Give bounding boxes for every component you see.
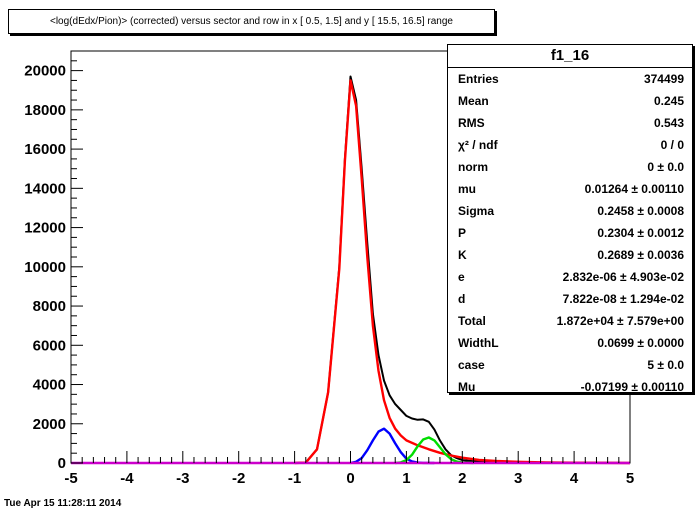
stats-row: χ² / ndf 0 / 0 <box>448 134 692 156</box>
x-tick-label: -2 <box>232 470 245 487</box>
stats-box: f1_16 Entries 374499 Mean 0.245 RMS 0.543 χ… <box>447 44 693 394</box>
stats-value: 2.832e-06 ± 4.903e-02 <box>562 270 684 284</box>
y-tick-label: 16000 <box>24 141 66 158</box>
stats-value: 0 / 0 <box>660 138 684 152</box>
stats-row: Mu -0.07199 ± 0.00110 <box>448 376 692 398</box>
stats-label: e <box>458 270 465 284</box>
stats-row: e 2.832e-06 ± 4.903e-02 <box>448 266 692 288</box>
axis-layer: -5 -4 -3 -2 -1 0 1 2 3 4 5 0 2000 4000 6000 8000 10000 12… <box>24 50 634 487</box>
stats-label: Mean <box>458 94 489 108</box>
stats-label: mu <box>458 182 476 196</box>
y-tick-label: 8000 <box>33 298 66 315</box>
stats-row: P 0.2304 ± 0.0012 <box>448 222 692 244</box>
stats-label: d <box>458 292 466 306</box>
stats-row: mu 0.01264 ± 0.00110 <box>448 178 692 200</box>
y-tick-label: 0 <box>58 455 66 472</box>
stats-label: P <box>458 226 467 240</box>
x-tick-label: -1 <box>288 470 301 487</box>
stats-label: Mu <box>458 380 476 394</box>
stats-row: case 5 ± 0.0 <box>448 354 692 376</box>
stats-value: 0 ± 0.0 <box>647 160 684 174</box>
y-tick-label: 6000 <box>33 337 66 354</box>
stats-label: WidthL <box>458 336 499 350</box>
stats-label: Sigma <box>458 204 495 218</box>
stats-value: 0.2458 ± 0.0008 <box>597 204 684 218</box>
x-tick-label: -4 <box>120 470 134 487</box>
x-tick-label: 3 <box>514 470 522 487</box>
x-tick-label: 5 <box>626 470 634 487</box>
timestamp: Tue Apr 15 11:28:11 2014 <box>4 498 122 509</box>
stats-value: 0.01264 ± 0.00110 <box>584 182 684 196</box>
stats-label: K <box>458 248 467 262</box>
stats-row: Total 1.872e+04 ± 7.579e+00 <box>448 310 692 332</box>
stats-title: f1_16 <box>448 45 692 68</box>
y-tick-label: 20000 <box>24 63 66 80</box>
stats-value: 5 ± 0.0 <box>647 358 684 372</box>
stats-value: 7.822e-08 ± 1.294e-02 <box>562 292 684 306</box>
y-tick-label: 12000 <box>24 220 66 237</box>
y-tick-label: 14000 <box>24 180 66 197</box>
stats-value: 0.245 <box>653 94 684 108</box>
stats-value: 1.872e+04 ± 7.579e+00 <box>556 314 684 328</box>
stats-label: norm <box>458 160 488 174</box>
stats-row: Entries 374499 <box>448 68 692 90</box>
y-tick-label: 18000 <box>24 102 66 119</box>
stats-row: norm 0 ± 0.0 <box>448 156 692 178</box>
stats-row: WidthL 0.0699 ± 0.0000 <box>448 332 692 354</box>
stats-value: 0.2689 ± 0.0036 <box>597 248 684 262</box>
stats-row: Mean 0.245 <box>448 90 692 112</box>
stats-label: χ² / ndf <box>458 138 498 152</box>
series-line-3 <box>395 436 474 465</box>
y-tick-label: 2000 <box>33 416 66 433</box>
x-tick-label: 1 <box>402 470 410 487</box>
stats-value: 0.2304 ± 0.0012 <box>597 226 684 240</box>
x-tick-label: 0 <box>346 470 354 487</box>
stats-row: RMS 0.543 <box>448 112 692 134</box>
stats-row: Sigma 0.2458 ± 0.0008 <box>448 200 692 222</box>
stats-label: Total <box>458 314 486 328</box>
stats-label: case <box>458 358 485 372</box>
stats-row: K 0.2689 ± 0.0036 <box>448 244 692 266</box>
stats-label: Entries <box>458 72 499 86</box>
y-tick-label: 10000 <box>24 259 66 276</box>
chart-title: <log(dEdx/Pion)> (corrected) versus sect… <box>8 9 495 34</box>
stats-value: -0.07199 ± 0.00110 <box>580 380 684 394</box>
x-tick-label: 2 <box>458 470 466 487</box>
x-tick-label: -3 <box>176 470 189 487</box>
x-tick-label: 4 <box>570 470 579 487</box>
x-tick-label: -5 <box>64 470 77 487</box>
series-line-1 <box>294 79 631 465</box>
stats-label: RMS <box>458 116 485 130</box>
stats-value: 0.0699 ± 0.0000 <box>597 336 684 350</box>
stats-row: d 7.822e-08 ± 1.294e-02 <box>448 288 692 310</box>
stats-value: 374499 <box>643 72 684 86</box>
y-tick-label: 4000 <box>33 377 66 394</box>
stats-value: 0.543 <box>653 116 684 130</box>
